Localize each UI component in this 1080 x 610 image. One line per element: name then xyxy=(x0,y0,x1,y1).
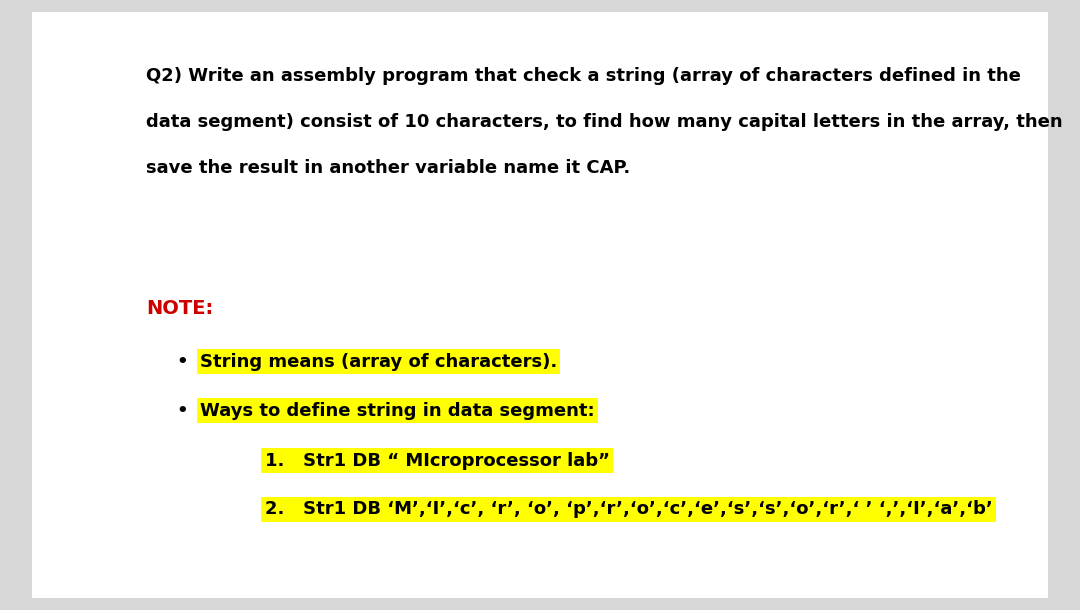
FancyBboxPatch shape xyxy=(32,12,1048,598)
Text: 1.   Str1 DB “ MIcroprocessor lab”: 1. Str1 DB “ MIcroprocessor lab” xyxy=(265,451,609,470)
Text: data segment) consist of 10 characters, to find how many capital letters in the : data segment) consist of 10 characters, … xyxy=(146,113,1063,131)
Text: NOTE:: NOTE: xyxy=(146,298,213,318)
Text: 2.   Str1 DB ‘M’,‘I’,‘c’, ‘r’, ‘o’, ‘p’,‘r’,‘o’,‘c’,‘e’,‘s’,‘s’,‘o’,‘r’,‘ ’ ‘,’,: 2. Str1 DB ‘M’,‘I’,‘c’, ‘r’, ‘o’, ‘p’,‘r… xyxy=(265,500,993,518)
Text: save the result in another variable name it CAP.: save the result in another variable name… xyxy=(146,159,630,177)
Text: •: • xyxy=(176,353,188,371)
Text: Ways to define string in data segment:: Ways to define string in data segment: xyxy=(200,401,594,420)
Text: •: • xyxy=(176,401,188,420)
Text: String means (array of characters).: String means (array of characters). xyxy=(200,353,557,371)
Text: Q2) Write an assembly program that check a string (array of characters defined i: Q2) Write an assembly program that check… xyxy=(146,67,1021,85)
